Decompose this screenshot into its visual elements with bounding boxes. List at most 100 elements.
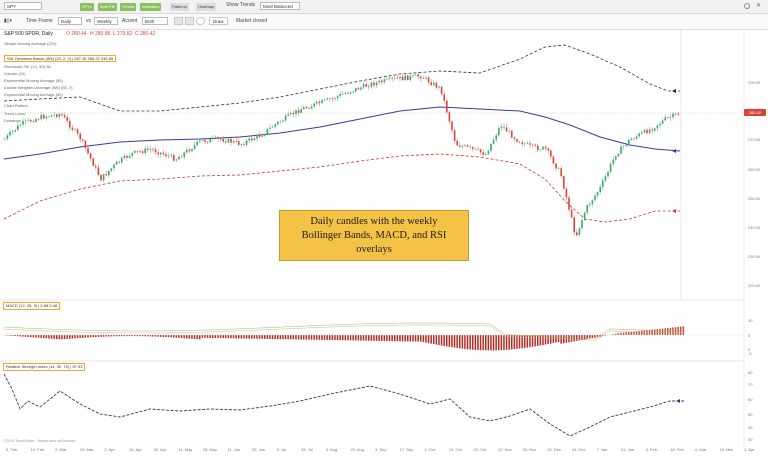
date-tick: 29. Oct [473,447,487,452]
chip-trends[interactable]: Trends [120,3,137,11]
chip-spy[interactable]: SPYn [80,3,95,11]
macd-histogram-bar [92,335,94,338]
macd-histogram-bar [323,335,326,340]
chart-type-icon[interactable]: ▮▯▾ [4,18,13,24]
grid-icon[interactable] [185,17,194,25]
macd-line [3,322,686,339]
candle [180,156,183,158]
candle [97,167,100,176]
circle-icon[interactable] [196,17,205,25]
macd-histogram-bar [646,330,648,335]
macd-histogram-bar [659,328,661,335]
lower-band [3,153,680,223]
indicator-item[interactable]: Exponential Moving Average (50) [4,92,63,97]
crosshair-icon[interactable] [174,17,183,25]
indicator-item[interactable]: Exponential Moving Average (50) [4,78,63,83]
date-tick: 19. Feb [30,447,45,452]
macd-histogram-bar [61,335,63,340]
symbol-input[interactable]: SPY [4,2,42,10]
candle [209,138,211,143]
macd-histogram-bar [100,335,102,337]
rsi-pane-label[interactable]: Relative Strength Index (14, 30, 70) | 5… [3,363,86,371]
macd-histogram-bar [170,335,172,338]
show-trends-label[interactable]: Show Trends [226,2,256,8]
macd-histogram-bar [508,335,510,350]
macd-histogram-bar [386,335,388,342]
candle [225,141,227,143]
candle [326,98,328,100]
macd-histogram-bar [412,335,414,342]
indicator-item[interactable]: Double Weighted Average (Wk) (50, 2) [4,85,73,90]
macd-histogram-bar [321,335,323,340]
macd-histogram-bar [503,335,505,351]
macd-histogram-bar [152,335,154,337]
band-arrow [672,209,676,213]
draw-button[interactable]: Draw [209,17,228,25]
indicator-item[interactable]: Stochastic %K (14, 3D) 80 [4,64,51,69]
candle [61,114,63,116]
macd-histogram-bar [165,335,167,338]
macd-histogram-bar [196,335,198,340]
indicator-item[interactable]: Volume (20) [4,71,26,76]
macd-histogram-bar [336,335,339,341]
compare-select[interactable]: Weekly [94,17,118,25]
candle [521,142,523,145]
macd-histogram-bar [108,335,110,337]
indicator-item[interactable]: Chart Pattern [4,103,28,108]
indicator-item[interactable]: Simple Moving Average (200) [4,41,57,46]
close-icon[interactable]: ✕ [756,3,762,9]
chip-auto-fib[interactable]: Auto Fib [98,3,117,11]
macd-histogram-bar [352,335,354,341]
macd-tick: 5 [748,333,751,338]
candle [19,124,22,126]
candle [24,120,27,122]
macd-histogram-bar [32,335,35,338]
macd-histogram-bar [591,335,594,339]
macd-histogram-bar [604,335,607,336]
candle [102,174,105,181]
indicator-item[interactable]: Trend Lines [4,111,25,116]
candle [258,134,261,137]
indicator-item[interactable]: Drawings [4,118,21,123]
macd-histogram-bar [79,335,81,339]
price-chart[interactable] [0,29,768,447]
candle [204,139,206,142]
macd-histogram-bar [583,335,586,340]
candle [443,94,445,101]
macd-histogram-bar [258,335,261,339]
macd-histogram-bar [251,335,253,339]
candle [498,128,500,136]
candle [552,156,555,164]
candle [282,120,284,122]
settings-icon[interactable] [744,3,750,9]
date-tick: 5. Feb [6,447,18,452]
price-tick: 230.00 [748,254,761,259]
indicator-item[interactable]: Std. Deviation Bands (Wk) (20, 2, 2) | 2… [4,55,117,62]
candle [45,116,48,119]
macd-pane-label[interactable]: MACD (12, 26, 9) | 0.58 0.48 [3,302,61,310]
date-tick: 28. May [202,447,218,452]
macd-histogram-bar [222,335,224,339]
macd-histogram-bar [160,335,162,337]
macd-histogram-bar [641,330,643,335]
candle [513,137,516,140]
macd-histogram-bar [113,335,115,337]
macd-histogram-bar [464,335,466,349]
accent-select[interactable]: Both [142,17,168,25]
timeframe-select[interactable]: Daily [58,17,82,25]
candle [531,144,534,146]
chip-indicators[interactable]: Indicators [140,3,162,11]
macd-histogram-bar [511,335,513,350]
candle [375,82,378,86]
macd-histogram-bar [550,335,552,344]
chip-patterns[interactable]: Patterns [170,3,189,11]
candle [355,88,357,92]
macd-histogram-bar [271,335,274,340]
chip-heatmap[interactable]: Heatmap [196,3,217,11]
most-balanced-select[interactable]: Most Balanced [260,2,300,10]
macd-histogram-bar [74,335,76,339]
candle [235,141,237,142]
candle [378,80,380,83]
candle [635,136,638,139]
macd-histogram-bar [615,333,617,335]
